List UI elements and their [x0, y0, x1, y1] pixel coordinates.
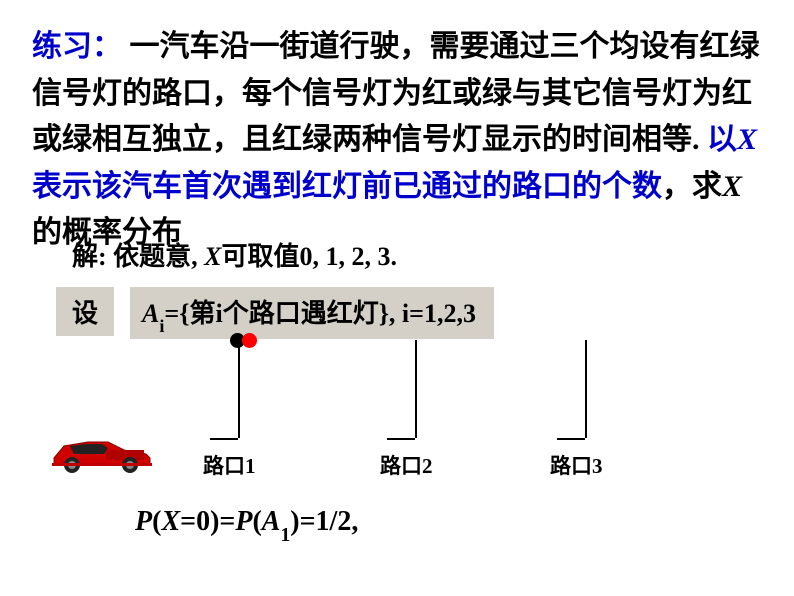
intersection-label-2: 路口2 [380, 450, 433, 480]
pole-1-base [210, 438, 238, 440]
p-letter-1: P [135, 506, 152, 537]
p-letter-2: P [235, 506, 252, 537]
var-x-1: X [737, 123, 757, 156]
intersection-label-1: 路口1 [203, 450, 256, 480]
solution-var-x: X [204, 242, 221, 271]
set-label: 设 [56, 287, 114, 336]
var-x-2: X [722, 170, 742, 203]
set-eq: ={第i个路口遇红灯}, i=1,2,3 [164, 299, 476, 328]
solution-prefix: 解: 依题意, [72, 242, 204, 271]
a-letter: A [262, 506, 281, 537]
pole-3-base [557, 438, 585, 440]
solution-values: 可取值0, 1, 2, 3. [222, 242, 398, 271]
traffic-lights-icon [230, 333, 257, 353]
problem-paragraph: 练习： 一汽车沿一街道行驶，需要通过三个均设有红绿信号灯的路口，每个信号灯为红或… [0, 0, 794, 257]
sub-1: 1 [280, 525, 290, 546]
solution-line: 解: 依题意, X可取值0, 1, 2, 3. [72, 236, 397, 273]
pole-2 [415, 340, 417, 438]
probability-expression: P(X=0)=P(A1)=1/2, [135, 506, 358, 543]
car-icon [46, 432, 156, 479]
pole-2-base [387, 438, 415, 440]
pole-1 [238, 340, 240, 438]
text-part3a: ，求 [662, 170, 722, 203]
x-letter: X [161, 506, 180, 537]
problem-text-1: 一汽车沿一街道行驶，需要通过三个均设有红绿信号灯的路口，每个信号灯为红或绿与其它… [32, 30, 760, 156]
var-a: A [142, 299, 159, 328]
pole-3 [585, 340, 587, 438]
traffic-diagram: 路口1 路口2 路口3 [40, 330, 680, 490]
red-dot-icon [242, 333, 257, 348]
exercise-label: 练习： [32, 30, 122, 63]
text-part2b: 表示该汽车首次遇到红灯前已通过的路口的个数 [32, 170, 662, 203]
text-part2a: 以 [707, 123, 737, 156]
intersection-label-3: 路口3 [550, 450, 603, 480]
